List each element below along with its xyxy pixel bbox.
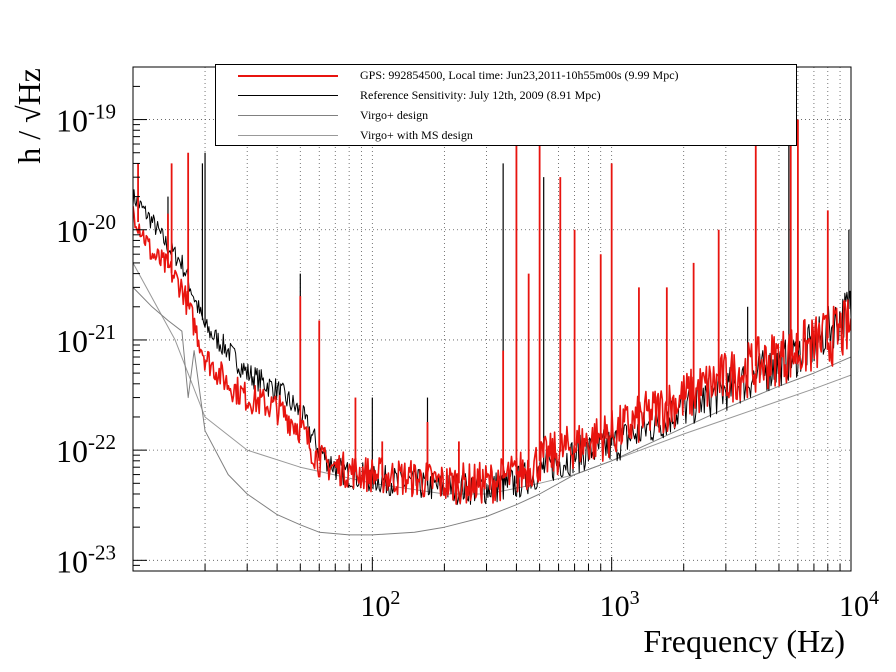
legend-label-design: Virgo+ design [360,108,429,122]
legend-swatch-ms-design [238,135,338,136]
legend-label-reference: Reference Sensitivity: July 12th, 2009 (… [360,88,601,102]
legend-item-current: GPS: 992854500, Local time: Jun23,2011-1… [216,66,796,86]
legend: GPS: 992854500, Local time: Jun23,2011-1… [215,64,797,146]
legend-item-design: Virgo+ design [216,106,796,126]
y-tick-label: 10-23 [56,540,116,579]
y-tick-label: 10-22 [56,430,116,469]
legend-item-ms-design: Virgo+ with MS design [216,126,796,146]
series-line-reference [133,189,851,506]
x-tick-label: 103 [600,587,640,623]
y-tick-label: 10-20 [56,210,116,249]
tick-labels: 102 103 104 10-19 10-20 10-21 10-22 10-23 [56,100,879,623]
legend-swatch-reference [238,95,338,96]
y-tick-label: 10-21 [56,320,116,359]
series-line-design [133,287,851,536]
legend-label-current: GPS: 992854500, Local time: Jun23,2011-1… [360,68,679,82]
y-tick-label: 10-19 [56,100,116,139]
x-tick-label: 102 [360,587,400,623]
y-axis-label: h / √Hz [11,68,47,164]
legend-swatch-current [238,75,338,77]
series-line-current [133,205,851,505]
x-axis-label: Frequency (Hz) [643,623,845,659]
axis-ticks [133,85,841,571]
legend-swatch-design [238,115,338,116]
legend-item-reference: Reference Sensitivity: July 12th, 2009 (… [216,86,796,106]
legend-label-ms-design: Virgo+ with MS design [360,128,473,142]
x-tick-label: 104 [839,587,879,623]
